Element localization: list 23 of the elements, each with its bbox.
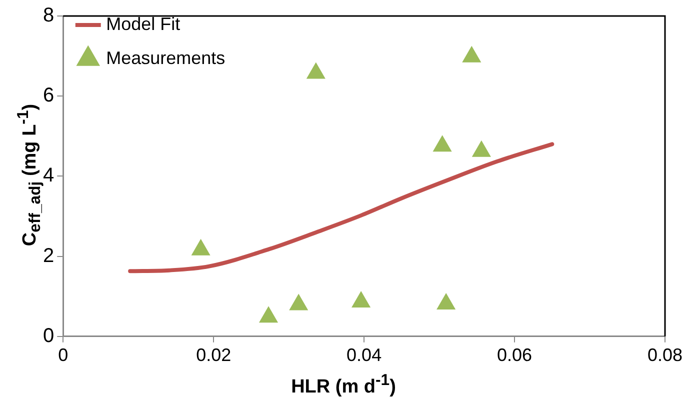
y-tick-label: 6 bbox=[43, 84, 54, 107]
x-tick-label: 0.06 bbox=[497, 345, 532, 366]
x-tick-label: 0.08 bbox=[647, 345, 683, 366]
point bbox=[436, 293, 456, 310]
point bbox=[462, 46, 481, 62]
x-tick-label: 0.04 bbox=[346, 345, 382, 366]
legend-label: Measurements bbox=[106, 48, 226, 68]
line-series bbox=[128, 142, 554, 274]
point bbox=[192, 239, 210, 256]
point bbox=[259, 306, 278, 323]
point bbox=[289, 294, 308, 310]
y-tick-label: 0 bbox=[43, 324, 54, 347]
point bbox=[433, 136, 452, 152]
x-tick-label: 0 bbox=[58, 345, 68, 366]
point bbox=[352, 291, 370, 308]
y-tick-label: 2 bbox=[43, 244, 54, 267]
legend-label: Model Fit bbox=[106, 14, 180, 34]
y-tick-label: 4 bbox=[43, 164, 54, 187]
point bbox=[306, 62, 326, 79]
point bbox=[472, 140, 491, 157]
x-axis-title: HLR (m d$^{-1}$) bbox=[290, 372, 397, 398]
x-tick-label: 0.02 bbox=[196, 345, 232, 366]
y-tick-label: 8 bbox=[43, 4, 54, 27]
